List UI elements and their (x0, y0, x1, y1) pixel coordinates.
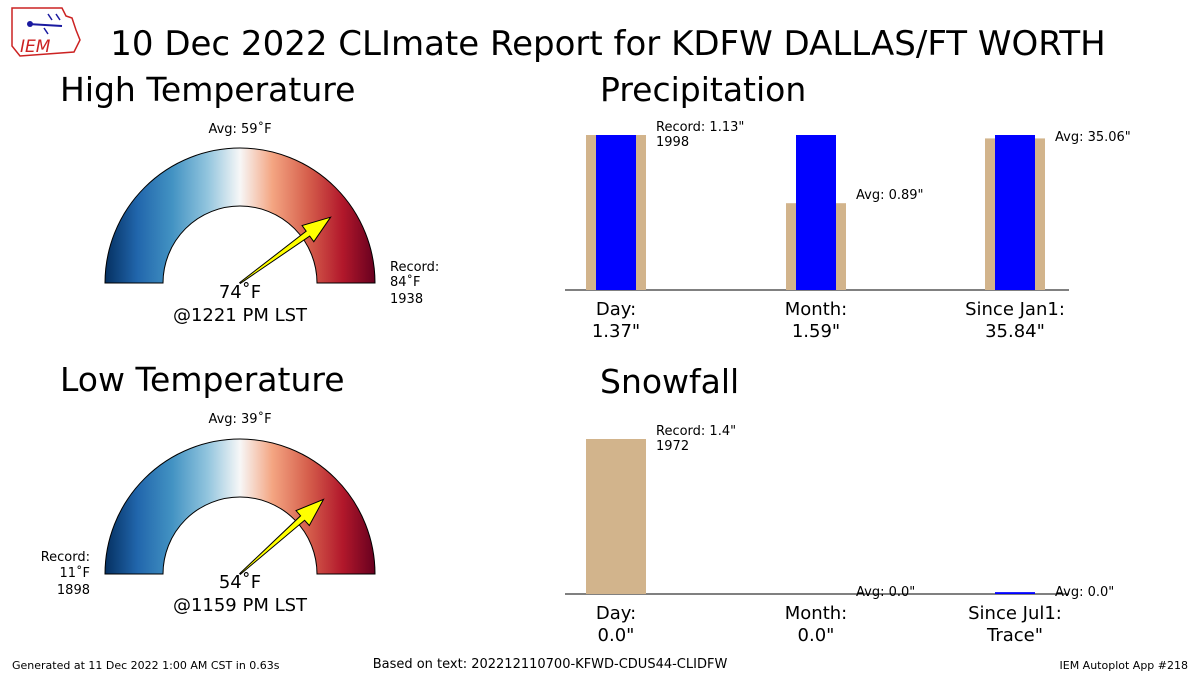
x-tick-value: 0.0" (598, 625, 635, 646)
footer-app: IEM Autoplot App #218 (1060, 659, 1189, 672)
bar-annotation: Record: 1.13" (656, 120, 744, 135)
observed-bar (796, 135, 836, 290)
observed-bar (995, 592, 1035, 594)
bar-annotation: Record: 1.4" (656, 424, 736, 439)
bar-annotation: 1972 (656, 439, 689, 454)
bar-annotation: Avg: 35.06" (1055, 130, 1131, 145)
x-tick-value: 0.0" (798, 625, 835, 646)
high-record-label-1: Record: (390, 260, 439, 275)
low-record-label-2: 11˚F (59, 565, 90, 581)
low-record-label-3: 1898 (57, 583, 90, 598)
low-gauge-arc (104, 438, 376, 575)
high-temp-time: @1221 PM LST (173, 305, 308, 326)
x-tick-value: 1.37" (592, 321, 640, 342)
snow-title: Snowfall (600, 362, 739, 401)
low-temp-value: 54˚F (219, 572, 261, 593)
low-temp-time: @1159 PM LST (173, 595, 308, 616)
x-tick-label: Since Jan1: (965, 299, 1065, 320)
logo-wind-icon (43, 13, 61, 35)
bar-annotation: Avg: 0.89" (856, 188, 924, 203)
climo-bar (586, 439, 646, 594)
high-temp-gauge (104, 147, 376, 285)
x-tick-label: Month: (785, 299, 847, 320)
page-title: 10 Dec 2022 CLImate Report for KDFW DALL… (110, 24, 1105, 64)
x-tick-value: 35.84" (985, 321, 1045, 342)
high-temp-value: 74˚F (219, 282, 261, 303)
observed-bar (995, 135, 1035, 290)
x-tick-label: Since Jul1: (968, 603, 1062, 624)
x-tick-label: Month: (785, 603, 847, 624)
high-gauge-arrow (239, 216, 332, 285)
low-temp-avg-label: Avg: 39˚F (208, 411, 271, 427)
logo-text: IEM (20, 37, 51, 57)
high-record-label-2: 84˚F (390, 274, 421, 290)
logo-dot-icon (27, 21, 33, 27)
low-temp-title: Low Temperature (60, 360, 345, 399)
high-gauge-arc (104, 147, 376, 284)
high-temp-avg-label: Avg: 59˚F (208, 121, 271, 137)
bar-annotation: Avg: 0.0" (856, 585, 915, 600)
footer-generated: Generated at 11 Dec 2022 1:00 AM CST in … (12, 659, 280, 672)
high-temp-title: High Temperature (60, 70, 355, 109)
low-gauge-arrow (239, 498, 325, 576)
bar-annotation: Avg: 0.0" (1055, 585, 1114, 600)
logo-mast-icon (27, 23, 63, 27)
x-tick-value: 1.59" (792, 321, 840, 342)
x-tick-label: Day: (596, 299, 636, 320)
precip-chart: Day:1.37" Record: 1.13"1998 Month:1.59" Avg… (565, 120, 1131, 342)
low-temp-gauge (104, 438, 376, 576)
observed-bar (596, 135, 636, 290)
precip-title: Precipitation (600, 70, 806, 109)
high-record-label-3: 1938 (390, 292, 423, 307)
x-tick-value: Trace" (986, 625, 1043, 646)
footer-based-on: Based on text: 202212110700-KFWD-CDUS44-… (373, 657, 728, 672)
x-tick-label: Day: (596, 603, 636, 624)
low-record-label-1: Record: (41, 550, 90, 565)
iem-logo[interactable]: IEM (11, 7, 81, 57)
bar-annotation: 1998 (656, 135, 689, 150)
